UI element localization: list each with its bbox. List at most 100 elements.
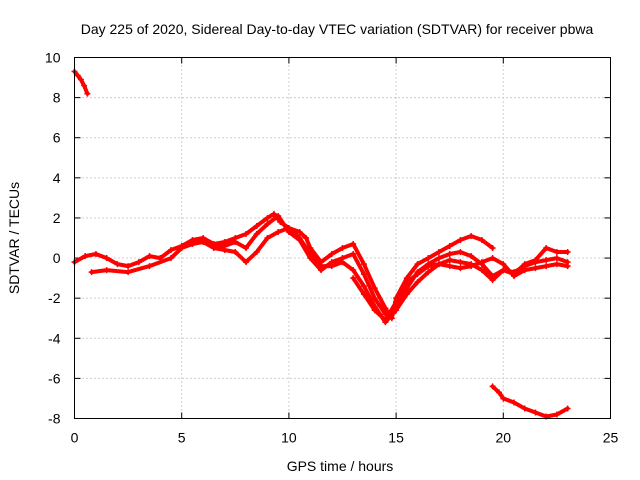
- data-point: [489, 255, 496, 262]
- data-point: [478, 237, 485, 244]
- data-point: [468, 253, 475, 260]
- data-point: [243, 259, 250, 266]
- y-tick-label: -8: [48, 411, 61, 427]
- data-point: [103, 255, 110, 262]
- data-point: [564, 405, 571, 412]
- data-point: [270, 210, 277, 217]
- data-point: [84, 90, 91, 97]
- y-tick-label: 0: [53, 250, 61, 266]
- data-point: [82, 253, 89, 260]
- data-point: [521, 261, 528, 268]
- y-tick-label: -6: [48, 370, 61, 386]
- chart-title: Day 225 of 2020, Sidereal Day-to-day VTE…: [81, 21, 594, 37]
- data-point: [253, 222, 260, 229]
- data-point: [339, 259, 346, 266]
- data-point: [253, 249, 260, 256]
- data-point: [382, 317, 389, 324]
- data-point: [457, 265, 464, 272]
- y-tick-label: -2: [48, 290, 61, 306]
- data-point: [275, 228, 282, 235]
- data-point: [511, 399, 518, 406]
- data-point: [114, 261, 121, 268]
- data-point: [103, 267, 110, 274]
- data-point: [371, 295, 378, 302]
- y-tick-label: 2: [53, 210, 61, 226]
- data-point: [360, 271, 367, 278]
- data-point: [81, 82, 88, 89]
- data-point: [478, 267, 485, 274]
- data-point: [435, 249, 442, 256]
- data-point: [478, 259, 485, 266]
- data-point: [457, 237, 464, 244]
- data-point: [511, 273, 518, 280]
- x-tick-label: 0: [71, 430, 79, 446]
- data-point: [543, 263, 550, 270]
- data-point: [500, 395, 507, 402]
- data-point: [489, 277, 496, 284]
- data-point: [296, 235, 303, 241]
- plot-frame: [74, 57, 611, 419]
- data-point: [210, 245, 217, 252]
- data-point: [446, 251, 453, 258]
- data-point: [553, 411, 560, 418]
- data-point: [350, 275, 357, 282]
- data-point: [360, 291, 367, 298]
- data-point: [243, 245, 250, 252]
- data-point: [496, 389, 503, 396]
- data-point: [264, 220, 271, 227]
- data-point: [88, 269, 95, 276]
- data-point: [521, 405, 528, 412]
- data-point: [275, 212, 282, 219]
- data-point: [543, 257, 550, 264]
- data-point: [303, 235, 310, 241]
- data-point: [425, 263, 432, 270]
- data-point: [446, 243, 453, 250]
- data-point: [125, 263, 132, 270]
- x-tick-label: 5: [178, 430, 186, 446]
- data-point: [167, 255, 174, 262]
- data-point: [500, 267, 507, 274]
- data-point: [135, 259, 142, 266]
- data-point: [414, 261, 421, 268]
- series-arc-late-low: [489, 383, 571, 420]
- data-point: [489, 383, 496, 390]
- data-point: [318, 263, 325, 270]
- data-point: [253, 230, 260, 237]
- data-point: [403, 279, 410, 286]
- data-point: [221, 247, 228, 254]
- data-point: [189, 241, 196, 248]
- data-point: [564, 249, 571, 256]
- data-point: [457, 249, 464, 256]
- data-point: [264, 214, 271, 221]
- data-point: [500, 261, 507, 268]
- grid-lines: [74, 57, 611, 419]
- x-tick-label: 20: [496, 430, 512, 446]
- data-point: [146, 263, 153, 270]
- data-point: [371, 307, 378, 314]
- data-point: [425, 269, 432, 276]
- data-point: [285, 224, 292, 231]
- data-series: [71, 68, 571, 420]
- data-point: [350, 251, 357, 258]
- data-point: [77, 76, 84, 83]
- data-point: [435, 255, 442, 262]
- data-point: [178, 245, 185, 252]
- data-point: [125, 269, 132, 276]
- data-point: [435, 261, 442, 268]
- data-point: [532, 257, 539, 264]
- data-point: [328, 263, 335, 270]
- data-point: [553, 255, 560, 262]
- data-point: [521, 267, 528, 274]
- data-point: [553, 249, 560, 256]
- axis-ticks: 0 5 10 15 20 25 -8 -6 -4 -2 0 2 4 6 8 10: [45, 50, 619, 446]
- data-point: [414, 271, 421, 278]
- y-tick-label: 10: [45, 50, 61, 66]
- data-point: [446, 263, 453, 270]
- data-point: [264, 235, 271, 241]
- data-point: [425, 255, 432, 262]
- data-point: [468, 232, 475, 239]
- data-point: [360, 283, 367, 290]
- data-point: [350, 241, 357, 248]
- data-point: [328, 251, 335, 258]
